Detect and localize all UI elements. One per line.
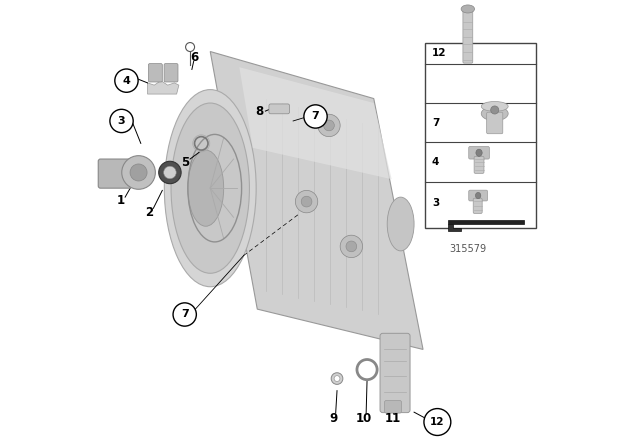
Circle shape bbox=[301, 196, 312, 207]
Polygon shape bbox=[448, 220, 524, 224]
Text: 7: 7 bbox=[312, 112, 319, 121]
Ellipse shape bbox=[164, 166, 176, 179]
Ellipse shape bbox=[481, 102, 508, 111]
FancyBboxPatch shape bbox=[380, 333, 410, 413]
Ellipse shape bbox=[476, 193, 481, 199]
Ellipse shape bbox=[481, 107, 508, 121]
Text: 2: 2 bbox=[145, 206, 153, 220]
FancyBboxPatch shape bbox=[99, 159, 132, 188]
Text: 12: 12 bbox=[430, 417, 445, 427]
Ellipse shape bbox=[164, 90, 256, 287]
Polygon shape bbox=[148, 81, 179, 94]
Ellipse shape bbox=[332, 373, 343, 384]
FancyBboxPatch shape bbox=[164, 64, 178, 82]
Ellipse shape bbox=[334, 375, 340, 382]
Ellipse shape bbox=[159, 161, 181, 184]
Circle shape bbox=[304, 105, 327, 128]
Circle shape bbox=[318, 114, 340, 137]
Ellipse shape bbox=[387, 197, 414, 251]
Text: 3: 3 bbox=[432, 198, 439, 208]
Circle shape bbox=[296, 190, 317, 213]
Text: 9: 9 bbox=[330, 412, 337, 426]
Ellipse shape bbox=[188, 150, 224, 226]
Polygon shape bbox=[448, 224, 461, 231]
FancyBboxPatch shape bbox=[468, 190, 488, 201]
FancyBboxPatch shape bbox=[468, 146, 490, 159]
Text: 315579: 315579 bbox=[449, 244, 486, 254]
FancyBboxPatch shape bbox=[463, 8, 473, 63]
Ellipse shape bbox=[476, 149, 482, 156]
Circle shape bbox=[340, 235, 362, 258]
Text: 5: 5 bbox=[180, 155, 189, 169]
Polygon shape bbox=[210, 52, 423, 349]
Circle shape bbox=[115, 69, 138, 92]
Text: 10: 10 bbox=[355, 412, 372, 426]
Text: 3: 3 bbox=[118, 116, 125, 126]
Text: 11: 11 bbox=[385, 412, 401, 426]
Text: 12: 12 bbox=[432, 48, 447, 58]
Circle shape bbox=[424, 409, 451, 435]
Text: 7: 7 bbox=[181, 310, 189, 319]
Ellipse shape bbox=[461, 5, 475, 13]
FancyBboxPatch shape bbox=[385, 401, 401, 413]
Text: 4: 4 bbox=[122, 76, 131, 86]
Polygon shape bbox=[239, 67, 392, 179]
Circle shape bbox=[173, 303, 196, 326]
Text: 7: 7 bbox=[432, 117, 440, 128]
FancyBboxPatch shape bbox=[148, 64, 163, 82]
Ellipse shape bbox=[491, 106, 499, 114]
FancyBboxPatch shape bbox=[269, 104, 289, 114]
Ellipse shape bbox=[171, 103, 250, 273]
FancyBboxPatch shape bbox=[425, 43, 536, 228]
Circle shape bbox=[346, 241, 356, 252]
Ellipse shape bbox=[130, 164, 147, 181]
Circle shape bbox=[324, 120, 334, 131]
Text: 4: 4 bbox=[432, 157, 440, 167]
Ellipse shape bbox=[122, 156, 156, 190]
FancyBboxPatch shape bbox=[473, 198, 482, 214]
Text: 8: 8 bbox=[255, 104, 264, 118]
FancyBboxPatch shape bbox=[486, 112, 503, 134]
Text: 1: 1 bbox=[116, 194, 125, 207]
Text: 6: 6 bbox=[191, 51, 198, 64]
Circle shape bbox=[110, 109, 133, 133]
FancyBboxPatch shape bbox=[474, 156, 484, 173]
